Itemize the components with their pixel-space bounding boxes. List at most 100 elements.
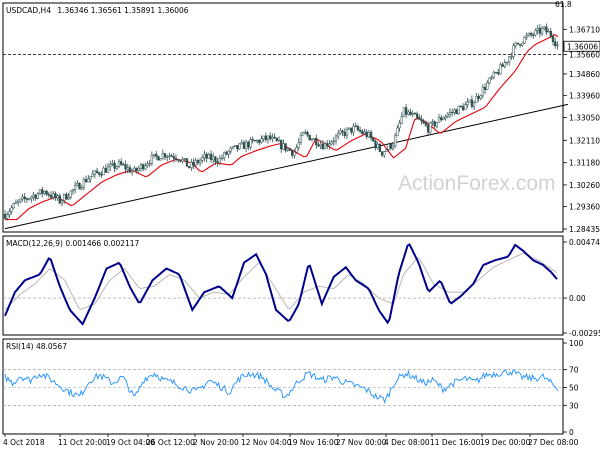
price-y-tick: 1.33050 (569, 114, 600, 123)
candle (150, 151, 154, 167)
candle (508, 56, 511, 66)
candle-body (402, 107, 406, 117)
candle-body (455, 109, 458, 115)
candle-body (277, 140, 281, 142)
candle (122, 162, 125, 166)
candle-body (109, 164, 112, 168)
candle (334, 133, 338, 145)
ohlc-label: 1.36346 1.36561 1.35891 1.36006 (57, 6, 188, 15)
candle-body (310, 139, 314, 141)
candle (128, 164, 132, 173)
candle-body (130, 170, 134, 173)
candle-body (391, 145, 395, 149)
candle-body (247, 141, 250, 148)
candle-body (525, 35, 528, 38)
candle-body (95, 170, 99, 173)
candle (111, 159, 114, 167)
candle-body (337, 133, 340, 137)
price-y-tick: 1.28435 (569, 225, 600, 234)
candle (152, 153, 156, 159)
price-panel-title: USDCAD,H4 1.36346 1.36561 1.35891 1.3600… (6, 6, 189, 15)
candle (271, 133, 274, 143)
candle-body (503, 62, 506, 67)
candle-body (52, 193, 55, 198)
candle-body (407, 111, 410, 115)
trendline (4, 103, 569, 230)
candle-body (475, 96, 478, 104)
rsi-panel: RSI(14) 48.0567 (2, 338, 564, 435)
price-y-tick: 1.36710 (569, 25, 600, 34)
candle (363, 128, 366, 135)
candle (536, 24, 539, 35)
candle (308, 134, 311, 141)
candle-body (183, 158, 186, 160)
candle-body (308, 134, 311, 141)
candle-body (38, 189, 42, 195)
candle (448, 108, 452, 119)
candle-body (223, 152, 226, 159)
candle-body (348, 127, 351, 130)
candle (80, 184, 83, 191)
x-tick-label: 27 Nov 00:00 (336, 438, 387, 447)
candle (409, 108, 412, 116)
candle (429, 121, 432, 136)
candle (240, 139, 243, 145)
candle-body (190, 161, 193, 168)
candle-body (179, 160, 182, 162)
candle-body (512, 45, 515, 57)
candle-body (229, 147, 232, 152)
x-tick-label: 11 Dec 16:00 (430, 438, 481, 447)
candle (328, 140, 331, 150)
rsi-y-tick: 50 (569, 384, 579, 393)
candle-body (34, 194, 37, 199)
x-tick-label: 19 Dec 00:00 (480, 438, 531, 447)
candle-body (477, 96, 480, 99)
last-price-tag: 1.36006 (567, 42, 598, 51)
candle-body (297, 142, 300, 148)
candle (223, 151, 226, 161)
candle (19, 198, 22, 204)
candle (525, 32, 528, 41)
candle-body (339, 130, 342, 134)
candle-body (556, 44, 559, 47)
candle (494, 71, 498, 74)
candle (323, 141, 327, 150)
candle-body (352, 125, 355, 133)
candle (413, 112, 417, 115)
candle (198, 157, 202, 166)
macd-panel-title: MACD(12,26,9) 0.001466 0.002117 (6, 239, 140, 248)
candle-body (14, 202, 18, 204)
candle (65, 192, 68, 200)
candle (194, 157, 197, 168)
candle-body (286, 148, 289, 151)
candle-body (194, 160, 197, 166)
candle-body (84, 179, 88, 183)
candle-body (514, 42, 517, 46)
candle-body (486, 82, 489, 90)
candle-body (71, 189, 75, 192)
candle-body (442, 117, 445, 121)
candle-body (451, 111, 454, 114)
candle (315, 134, 318, 149)
candle-body (293, 151, 296, 156)
candle (229, 146, 232, 155)
candle (297, 138, 300, 151)
candle (30, 195, 33, 203)
candle (275, 137, 278, 142)
candle (60, 198, 64, 207)
candle (209, 150, 213, 163)
rsi-panel-frame (2, 338, 564, 435)
candle (106, 162, 110, 173)
candle (523, 36, 526, 45)
candle (205, 152, 208, 163)
candle-body (115, 166, 118, 169)
candle-body (17, 200, 20, 203)
candle-body (170, 155, 173, 157)
candle-body (422, 120, 425, 124)
candle-body (236, 145, 239, 150)
symbol-label: USDCAD,H4 (6, 6, 51, 15)
candle (492, 70, 495, 80)
candle (466, 98, 469, 109)
candle-body (367, 132, 371, 138)
candle-body (304, 131, 307, 134)
